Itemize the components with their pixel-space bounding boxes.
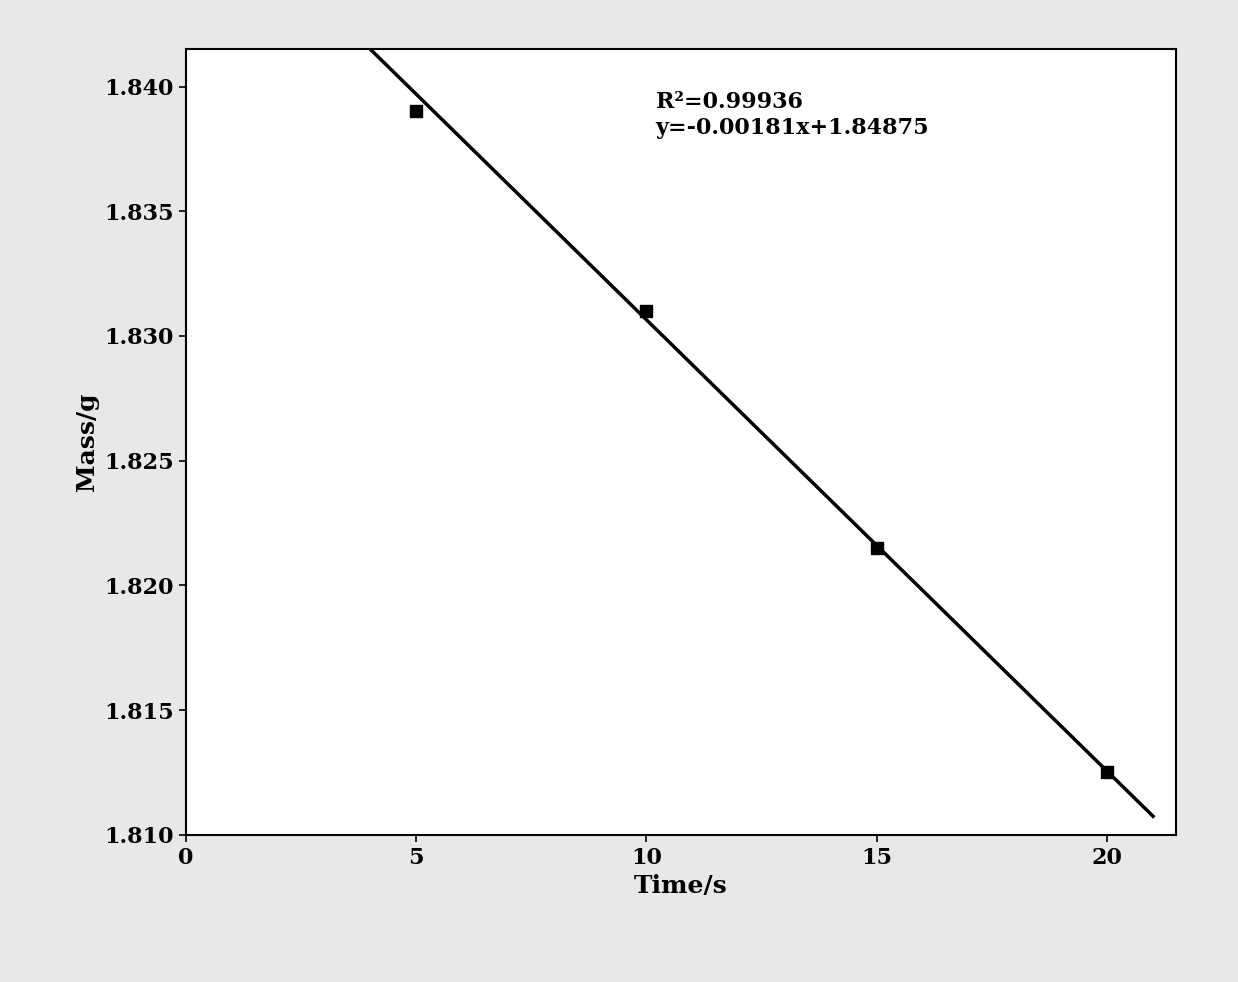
Point xyxy=(867,540,886,556)
Y-axis label: Mass/g: Mass/g xyxy=(74,393,99,491)
X-axis label: Time/s: Time/s xyxy=(634,874,728,899)
Point xyxy=(636,303,656,319)
Text: R²=0.99936
y=-0.00181x+1.84875: R²=0.99936 y=-0.00181x+1.84875 xyxy=(656,91,930,138)
Point xyxy=(1097,765,1117,781)
Point xyxy=(406,103,426,119)
